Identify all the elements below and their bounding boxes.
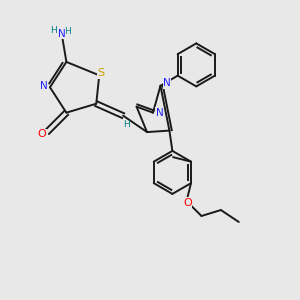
Text: H: H <box>64 27 71 36</box>
Text: N: N <box>163 78 171 88</box>
Text: N: N <box>58 29 66 39</box>
Text: O: O <box>37 130 46 140</box>
Text: H: H <box>50 26 57 35</box>
Text: O: O <box>183 198 192 208</box>
Text: N: N <box>40 80 47 91</box>
Text: H: H <box>123 119 130 128</box>
Text: S: S <box>97 68 104 78</box>
Text: N: N <box>156 108 164 118</box>
